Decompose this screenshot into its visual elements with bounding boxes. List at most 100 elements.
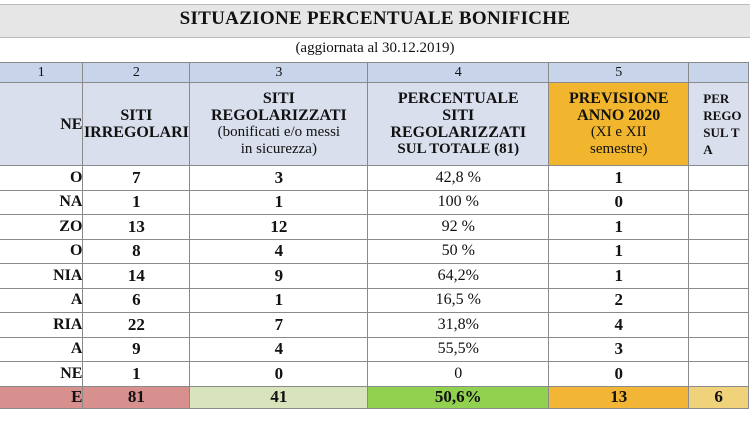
- cell: 1: [548, 238, 690, 264]
- header-line: SITI: [262, 90, 295, 107]
- cell: 1: [548, 214, 690, 240]
- header-line: NE: [60, 115, 83, 133]
- column-number: 2: [82, 62, 191, 83]
- cell: NE: [0, 361, 84, 387]
- header-line: REGOLARIZZATI: [390, 124, 527, 141]
- data-row: A 6 1 16,5 % 2: [0, 287, 749, 313]
- header-line: ANNO 2020: [577, 107, 661, 124]
- cell: [688, 238, 749, 264]
- column-header: PREVISIONE ANNO 2020 (XI e XII semestre): [548, 82, 690, 166]
- title-band: [0, 4, 750, 38]
- cell: 7: [189, 312, 369, 338]
- cell: [688, 287, 749, 313]
- data-row: A 9 4 55,5% 3: [0, 336, 749, 362]
- cell: [688, 263, 749, 289]
- header-line: semestre): [589, 141, 648, 157]
- header-line: (bonificati e/o messi: [217, 124, 341, 140]
- cell: O: [0, 238, 84, 264]
- header-line: REGO: [703, 108, 742, 123]
- cell: 0: [548, 189, 690, 215]
- cell: 22: [82, 312, 191, 338]
- cell: 2: [548, 287, 690, 313]
- cell: [688, 336, 749, 362]
- cell: 9: [82, 336, 191, 362]
- cell: 3: [189, 165, 369, 191]
- cell: [688, 361, 749, 387]
- header-line: PERCENTUALE: [397, 90, 519, 107]
- cell: 31,8%: [367, 312, 550, 338]
- column-header: PER REGO SUL T A: [688, 82, 749, 166]
- cell: 42,8 %: [367, 165, 550, 191]
- data-row: NIA 14 9 64,2% 1: [0, 263, 749, 289]
- cell: 14: [82, 263, 191, 289]
- header-line: REGOLARIZZATI: [210, 107, 347, 124]
- cell: 4: [189, 336, 369, 362]
- cell: [688, 214, 749, 240]
- column-number: [688, 62, 749, 83]
- data-row: RIA 22 7 31,8% 4: [0, 312, 749, 338]
- header-line: IRREGOLARI: [83, 124, 189, 141]
- data-row: O 7 3 42,8 % 1: [0, 165, 749, 191]
- column-header: SITI REGOLARIZZATI (bonificati e/o messi in…: [189, 82, 369, 166]
- cell: 8: [82, 238, 191, 264]
- cell: 64,2%: [367, 263, 550, 289]
- cell: 9: [189, 263, 369, 289]
- cell: RIA: [0, 312, 84, 338]
- column-number: 5: [548, 62, 690, 83]
- total-cell: 50,6%: [367, 385, 550, 409]
- cell: [688, 189, 749, 215]
- cell: O: [0, 165, 84, 191]
- cell: 6: [82, 287, 191, 313]
- header-line: in sicurezza): [240, 141, 317, 157]
- data-row: ZO 13 12 92 % 1: [0, 214, 749, 240]
- header-line: SITI: [120, 107, 153, 124]
- total-cell: 13: [548, 385, 690, 409]
- column-number: 3: [189, 62, 369, 83]
- cell: 0: [189, 361, 369, 387]
- column-header: SITI IRREGOLARI: [82, 82, 191, 166]
- cell: 1: [82, 189, 191, 215]
- total-cell: E: [0, 385, 84, 409]
- cell: 0: [548, 361, 690, 387]
- header-line: A: [703, 142, 713, 157]
- cell: 1: [548, 263, 690, 289]
- cell: NA: [0, 189, 84, 215]
- cell: 1: [189, 287, 369, 313]
- title: SITUAZIONE PERCENTUALE BONIFICHE: [179, 8, 571, 29]
- total-row: E 81 41 50,6% 13 6: [0, 385, 749, 409]
- column-header: NE: [0, 82, 84, 166]
- cell: 4: [548, 312, 690, 338]
- cell: [688, 312, 749, 338]
- table: 1 2 3 4 5 NE SITI IRREGOLARI SITI REGOLARIZZATI (b…: [0, 62, 749, 409]
- cell: 4: [189, 238, 369, 264]
- data-row: O 8 4 50 % 1: [0, 238, 749, 264]
- subtitle: (aggiornata al 30.12.2019): [295, 40, 455, 56]
- column-number: 1: [0, 62, 84, 83]
- cell: 16,5 %: [367, 287, 550, 313]
- data-row: NE 1 0 0 0: [0, 361, 749, 387]
- cell: 55,5%: [367, 336, 550, 362]
- column-header: PERCENTUALE SITI REGOLARIZZATI SUL TOTALE (…: [367, 82, 550, 166]
- cell: 3: [548, 336, 690, 362]
- total-cell: 6: [688, 385, 749, 409]
- total-cell: 81: [82, 385, 191, 409]
- header-line: SUL TOTALE (81): [397, 141, 520, 157]
- cell: A: [0, 336, 84, 362]
- header-row: NE SITI IRREGOLARI SITI REGOLARIZZATI (bonifi…: [0, 82, 749, 166]
- cell: NIA: [0, 263, 84, 289]
- cell: 1: [189, 189, 369, 215]
- header-line: PREVISIONE: [568, 90, 669, 107]
- cell: 1: [82, 361, 191, 387]
- cell: 7: [82, 165, 191, 191]
- data-row: NA 1 1 100 % 0: [0, 189, 749, 215]
- cell: ZO: [0, 214, 84, 240]
- header-line: (XI e XII: [590, 124, 647, 140]
- cell: A: [0, 287, 84, 313]
- cell: 92 %: [367, 214, 550, 240]
- header-line: SUL T: [703, 125, 740, 140]
- column-number: 4: [367, 62, 550, 83]
- cell: 12: [189, 214, 369, 240]
- cell: [688, 165, 749, 191]
- cell: 50 %: [367, 238, 550, 264]
